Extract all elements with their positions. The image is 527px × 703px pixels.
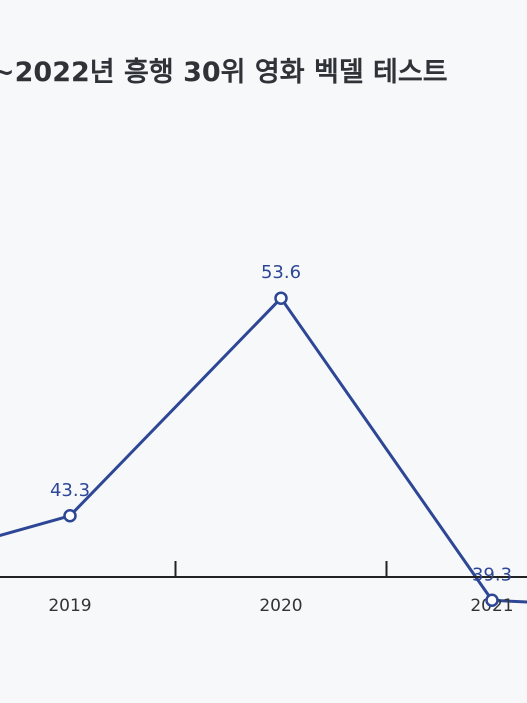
x-axis: 20182019202020212022 — [0, 561, 527, 616]
data-label: 53.6 — [261, 262, 301, 283]
line-layer — [0, 296, 527, 604]
data-point — [485, 593, 499, 608]
marker-layer — [63, 291, 499, 608]
data-point — [274, 291, 288, 305]
x-tick-label: 2019 — [48, 596, 91, 616]
data-label: 39.3 — [472, 564, 512, 585]
data-point — [63, 509, 77, 523]
data-labels: 43.3 53.6 39.3 — [50, 262, 512, 585]
data-label: 43.3 — [50, 480, 90, 501]
x-tick-label: 2020 — [259, 596, 302, 616]
series-line — [0, 296, 527, 604]
chart-title: ~2022년 흥행 30위 영화 벡델 테스트 — [0, 57, 448, 88]
